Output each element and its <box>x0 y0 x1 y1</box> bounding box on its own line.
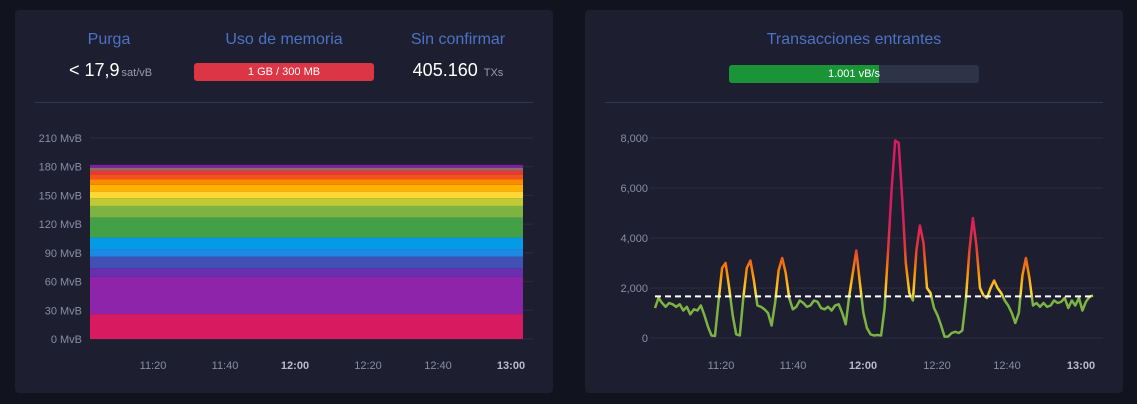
mempool-fee-band <box>90 184 523 192</box>
mempool-fee-band <box>90 179 523 185</box>
mempool-fee-band <box>90 170 523 175</box>
mempool-fee-band <box>90 191 523 199</box>
incoming-transactions-card: Transacciones entrantes 1.001 vB/s 0 2,00… <box>585 10 1123 393</box>
unconfirmed-value: 405.160 <box>412 60 478 80</box>
memory-usage-label: Uso de memoria <box>225 31 343 48</box>
incoming-label: Transacciones entrantes <box>766 31 942 48</box>
mempool-x-tick: 11:40 <box>212 360 239 372</box>
purge-value: < 17,9 <box>69 60 120 80</box>
mempool-card: Purga < 17,9 sat/vB Uso de memoria 1 GB /… <box>15 10 553 393</box>
mempool-fee-band <box>90 198 523 206</box>
mempool-fee-chart[interactable]: 0 MvB 30 MvB 60 MvB 90 MvB 120 MvB 150 MvB 180… <box>15 10 553 393</box>
purge-value-row: < 17,9 sat/vB <box>69 60 152 80</box>
mempool-fee-band <box>90 276 523 315</box>
mempool-fee-band <box>90 268 523 277</box>
incoming-rate-text: 1.001 vB/s <box>828 68 880 80</box>
mempool-fee-band <box>90 167 523 171</box>
incoming-x-tick: 12:00 <box>849 360 877 372</box>
mempool-fee-band <box>90 237 523 250</box>
incoming-x-tick: 12:20 <box>923 360 951 372</box>
mempool-fee-band <box>90 314 523 339</box>
unconfirmed-label: Sin confirmar <box>410 31 506 48</box>
memory-usage-bar: 1 GB / 300 MB <box>194 63 374 81</box>
incoming-y-tick: 4,000 <box>620 233 648 245</box>
mempool-y-tick: 0 MvB <box>51 334 82 346</box>
memory-usage-stat: Uso de memoria 1 GB / 300 MB <box>194 30 374 81</box>
mempool-y-tick: 30 MvB <box>45 305 82 317</box>
purge-unit: sat/vB <box>121 67 153 79</box>
incoming-rate-line <box>653 139 1094 339</box>
incoming-y-tick: 0 <box>642 333 648 345</box>
incoming-stat: Transacciones entrantes <box>729 30 979 50</box>
mempool-y-tick: 150 MvB <box>39 190 82 202</box>
mempool-fee-band <box>90 249 523 257</box>
purge-stat: Purga < 17,9 sat/vB <box>69 30 152 80</box>
mempool-y-tick: 210 MvB <box>39 133 82 145</box>
incoming-x-tick: 11:40 <box>780 360 807 372</box>
mempool-fee-band <box>90 217 523 238</box>
mempool-x-tick: 12:20 <box>354 360 382 372</box>
unconfirmed-value-row: 405.160 TXs <box>403 60 513 80</box>
mempool-divider <box>35 102 533 103</box>
mempool-fee-band <box>90 164 523 168</box>
mempool-y-tick: 90 MvB <box>45 248 82 260</box>
mempool-y-tick: 180 MvB <box>39 162 82 174</box>
incoming-y-tick: 8,000 <box>620 133 648 145</box>
incoming-rate-bar: 1.001 vB/s <box>729 65 979 83</box>
unconfirmed-stat: Sin confirmar 405.160 TXs <box>403 30 513 80</box>
mempool-x-tick: 11:20 <box>140 360 167 372</box>
incoming-divider <box>605 102 1103 103</box>
unconfirmed-unit: TXs <box>483 67 504 79</box>
mempool-fee-band <box>90 205 523 218</box>
incoming-x-tick: 11:20 <box>708 360 735 372</box>
incoming-rate-fill <box>729 65 879 83</box>
mempool-x-tick: 12:00 <box>281 360 309 372</box>
incoming-y-tick: 2,000 <box>620 283 648 295</box>
incoming-y-tick: 6,000 <box>620 183 648 195</box>
mempool-fee-band <box>90 174 523 180</box>
purge-label: Purga <box>87 31 131 48</box>
incoming-x-tick: 13:00 <box>1067 360 1095 372</box>
mempool-y-tick: 60 MvB <box>45 277 82 289</box>
incoming-transactions-chart[interactable]: 0 2,000 4,000 6,000 8,000 11:20 11:40 12:00 12:2… <box>585 10 1123 393</box>
mempool-fee-band <box>90 256 523 269</box>
mempool-y-tick: 120 MvB <box>39 219 82 231</box>
mempool-x-tick: 12:40 <box>424 360 452 372</box>
mempool-x-tick: 13:00 <box>497 360 525 372</box>
incoming-x-tick: 12:40 <box>993 360 1021 372</box>
